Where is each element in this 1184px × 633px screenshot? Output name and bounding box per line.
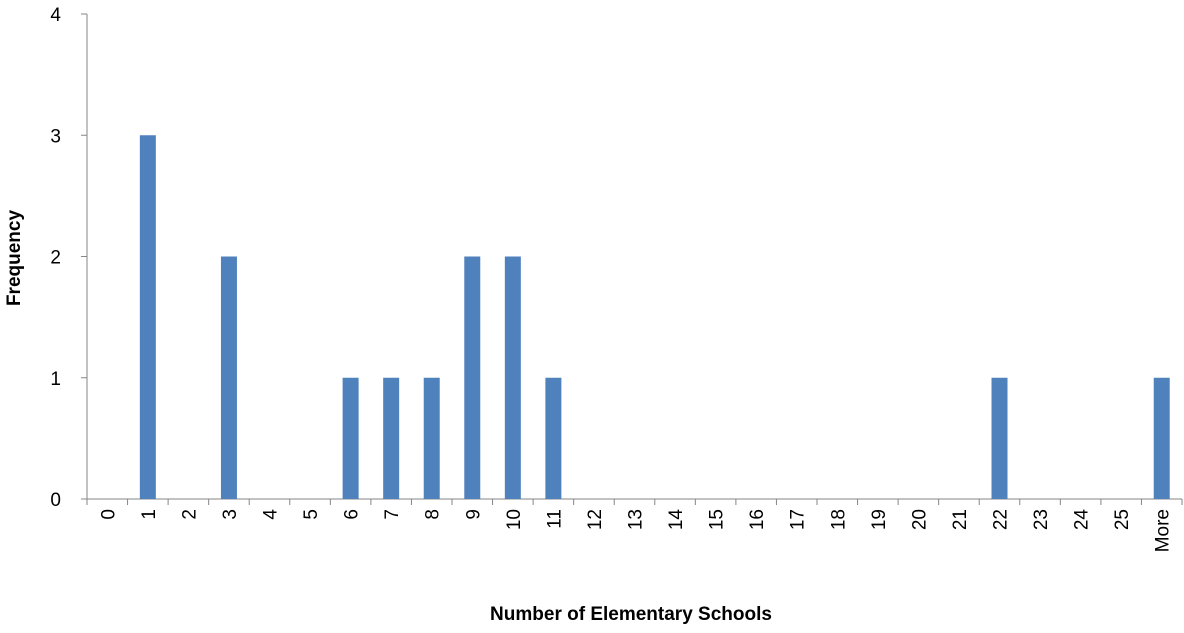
x-tick-label: 11: [544, 509, 565, 529]
bars-group: [139, 135, 1170, 499]
x-tick-label: 5: [301, 509, 322, 520]
x-tick-label: 25: [1112, 509, 1133, 530]
x-tick-label: 14: [666, 509, 687, 531]
x-tick-label: 19: [869, 509, 890, 530]
x-tick-label: 3: [220, 509, 241, 520]
bar-22: [991, 377, 1008, 499]
x-tick-label: 6: [342, 509, 363, 520]
x-tick-label: 2: [179, 509, 200, 520]
bar-9: [464, 256, 481, 499]
bar-7: [383, 377, 400, 499]
x-tick-label: 9: [463, 509, 484, 520]
x-tick-label: More: [1153, 509, 1174, 552]
x-tick-label: 8: [423, 509, 444, 520]
x-tick-label: 1: [139, 509, 160, 520]
bar-1: [139, 135, 156, 499]
x-tick-label: 16: [747, 509, 768, 530]
bar-6: [342, 377, 359, 499]
y-tick-label: 4: [50, 5, 61, 26]
y-tick-label: 1: [50, 369, 61, 390]
x-tick-label: 4: [261, 509, 282, 520]
x-tick-label: 18: [828, 509, 849, 530]
x-tick-label: 0: [98, 509, 119, 520]
x-tick-label: 20: [909, 509, 930, 530]
x-axis-title: Number of Elementary Schools: [490, 604, 772, 625]
x-tick-label: 13: [626, 509, 647, 530]
x-tick-label: 12: [585, 509, 606, 530]
x-tick-label: 17: [788, 509, 809, 530]
bar-3: [220, 256, 237, 499]
bar-11: [545, 377, 562, 499]
x-tick-label: 10: [504, 509, 525, 530]
bar-8: [423, 377, 440, 499]
x-axis: 0 1 2 3 4 5 6 7 8 9 10 11 12 13 14 15 16 17 18 19 20 21 22 23 24…: [86, 498, 1183, 552]
x-tick-label: 24: [1072, 509, 1093, 531]
x-tick-label: 15: [707, 509, 728, 530]
bar-10: [504, 256, 521, 499]
y-tick-label: 2: [50, 248, 61, 269]
x-tick-label: 22: [991, 509, 1012, 530]
y-axis: 0 1 2 3 4: [50, 5, 88, 511]
bar-more: [1153, 377, 1170, 499]
y-axis-title: Frequency: [4, 210, 25, 307]
y-tick-label: 0: [50, 490, 61, 511]
x-tick-label: 7: [382, 509, 403, 520]
x-tick-label: 23: [1031, 509, 1052, 530]
y-tick-label: 3: [50, 126, 61, 147]
x-tick-label: 21: [950, 509, 971, 530]
